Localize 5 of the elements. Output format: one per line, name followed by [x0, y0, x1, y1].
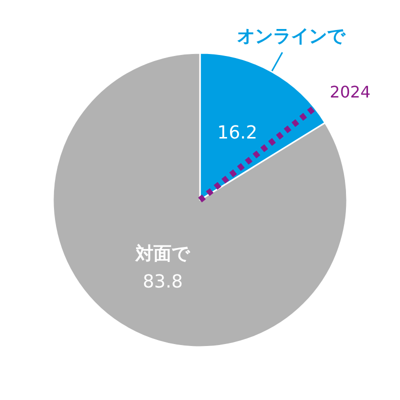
- text: 2024: [330, 82, 370, 102]
- data-label: 83.8: [142, 271, 183, 292]
- data-label: 16.2: [217, 122, 258, 144]
- slice-label: オンラインで: [237, 26, 346, 48]
- slice-label: 対面で: [134, 243, 191, 264]
